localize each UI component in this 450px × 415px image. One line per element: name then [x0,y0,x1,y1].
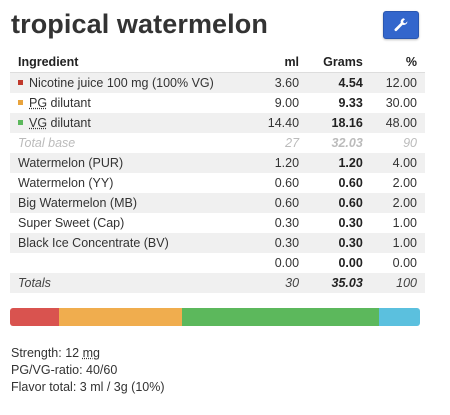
ingredient-name: dilutant [47,96,91,110]
strength-label: Strength: 12 [11,346,83,360]
pct-cell: 30.00 [385,96,417,110]
strength-line: Strength: 12 mg [11,346,100,360]
table-row: Watermelon (PUR) 1.20 1.20 4.00 [10,153,425,173]
col-pct: % [370,52,425,73]
ml-cell: 0.60 [274,196,300,210]
pct-cell: 1.00 [392,216,417,230]
recipe-table: Ingredient ml Grams % Nicotine juice 100… [10,52,425,293]
ingredient-cell: Nicotine juice 100 mg (100% VG) [10,73,253,94]
mg-abbreviation[interactable]: mg [82,346,100,360]
pct-cell: 48.00 [385,116,417,130]
col-grams: Grams [307,52,371,73]
col-ml: ml [252,52,308,73]
ingredient-name: Watermelon (PUR) [18,156,124,170]
bar-segment-flavor [378,308,420,326]
edit-tools-button[interactable] [383,11,419,39]
table-row: VG dilutant 14.40 18.16 48.00 [10,113,425,133]
ingredient-cell: PG dilutant [10,93,253,113]
pct-cell: 2.00 [392,196,417,210]
table-row: Black Ice Concentrate (BV) 0.30 0.30 1.0… [10,233,425,253]
pct-cell: 12.00 [385,76,417,90]
ingredient-name: Nicotine juice 100 mg (100% VG) [29,76,214,90]
ml-cell: 14.40 [267,116,300,130]
table-row: Watermelon (YY) 0.60 0.60 2.00 [10,173,425,193]
bar-segment-nicotine [10,308,60,326]
table-row: Nicotine juice 100 mg (100% VG) 3.60 4.5… [10,72,425,94]
ml-cell: 0.60 [274,176,300,190]
totals-row: Totals 30 35.03 100 [10,273,425,293]
ingredient-name [10,253,253,273]
grams-cell: 4.54 [338,76,363,90]
grams-cell: 18.16 [331,116,363,130]
grams-cell: 0.60 [338,176,363,190]
grams-cell: 0.60 [338,196,363,210]
pct-cell: 1.00 [392,236,417,250]
ingredient-cell: VG dilutant [10,113,253,133]
nicotine-color-swatch [18,80,23,86]
grams-cell: 32.03 [331,136,363,150]
ingredient-name: Big Watermelon (MB) [18,196,138,210]
pct-cell: 90 [403,136,417,150]
flavor-total-line: Flavor total: 3 ml / 3g (10%) [11,380,165,394]
grams-cell: 1.20 [338,156,363,170]
ml-cell: 0.30 [274,236,300,250]
bar-segment-vg [182,308,379,326]
ml-cell: 9.00 [274,96,300,110]
table-row: Big Watermelon (MB) 0.60 0.60 2.00 [10,193,425,213]
col-ingredient: Ingredient [10,52,253,73]
totals-label: Totals [18,276,51,290]
ingredient-name: dilutant [47,116,91,130]
table-row: 0.00 0.00 0.00 [10,253,425,273]
grams-cell: 0.00 [338,256,363,270]
pg-abbreviation[interactable]: PG [29,96,48,110]
pct-cell: 2.00 [392,176,417,190]
grams-cell: 0.30 [338,216,363,230]
recipe-title: tropical watermelon [11,9,268,39]
ingredient-name: Black Ice Concentrate (BV) [18,236,169,250]
wrench-icon [394,18,408,32]
grams-cell: 0.30 [338,236,363,250]
ingredient-name: Super Sweet (Cap) [18,216,125,230]
pg-color-swatch [18,100,23,106]
mix-ratio-bar [10,308,420,326]
bar-segment-pg [59,308,183,326]
table-header-row: Ingredient ml Grams % [10,52,425,73]
ml-cell: 1.20 [274,156,300,170]
grams-cell: 35.03 [331,276,363,290]
total-base-row: Total base 27 32.03 90 [10,133,425,153]
ml-cell: 0.30 [274,216,300,230]
ingredient-name: Watermelon (YY) [18,176,114,190]
pct-cell: 0.00 [392,256,417,270]
table-row: PG dilutant 9.00 9.33 30.00 [10,93,425,113]
total-base-label: Total base [18,136,76,150]
pct-cell: 4.00 [392,156,417,170]
ml-cell: 27 [285,136,300,150]
ratio-line: PG/VG-ratio: 40/60 [11,363,118,377]
vg-color-swatch [18,120,23,126]
ml-cell: 30 [285,276,300,290]
table-row: Super Sweet (Cap) 0.30 0.30 1.00 [10,213,425,233]
vg-abbreviation[interactable]: VG [29,116,48,130]
pct-cell: 100 [396,276,417,290]
grams-cell: 9.33 [338,96,363,110]
ml-cell: 3.60 [274,76,300,90]
ml-cell: 0.00 [274,256,300,270]
